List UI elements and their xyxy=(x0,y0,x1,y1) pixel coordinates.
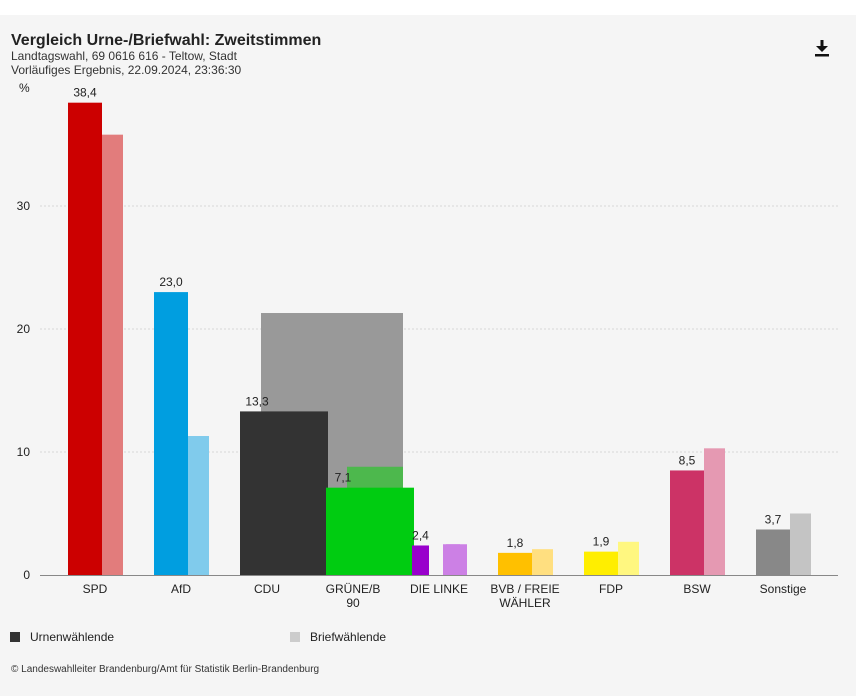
bar-brief xyxy=(102,134,123,575)
chart-subtitle-election: Landtagswahl, 69 0616 616 - Teltow, Stad… xyxy=(11,49,237,63)
y-tick-label: 10 xyxy=(17,445,31,459)
bar-urne xyxy=(756,529,790,575)
bar-brief xyxy=(704,448,725,575)
data-label: 8,5 xyxy=(679,453,696,467)
x-tick-label: BSW xyxy=(683,582,711,596)
data-label: 7,1 xyxy=(335,471,352,485)
download-icon xyxy=(815,40,829,57)
bar-brief-detail xyxy=(443,544,460,575)
x-tick-label: BVB / FREIE xyxy=(490,582,559,596)
bar-brief xyxy=(532,549,553,575)
data-label: 23,0 xyxy=(159,275,183,289)
bar-brief xyxy=(618,541,639,575)
source-note: © Landeswahlleiter Brandenburg/Amt für S… xyxy=(11,664,320,675)
chart-subtitle-result: Vorläufiges Ergebnis, 22.09.2024, 23:36:… xyxy=(11,63,242,77)
chart-title: Vergleich Urne-/Briefwahl: Zweitstimmen xyxy=(11,32,322,49)
bar-urne xyxy=(326,487,414,575)
y-tick-label: 20 xyxy=(17,322,31,336)
y-tick-label: 0 xyxy=(23,568,30,582)
x-tick-label: Sonstige xyxy=(760,582,807,596)
bar-urne xyxy=(240,411,328,575)
x-tick-label: WÄHLER xyxy=(499,596,551,610)
data-label: 38,4 xyxy=(73,86,97,100)
bar-urne xyxy=(412,545,429,575)
chart-panel xyxy=(0,15,856,696)
legend-label-urne: Urnenwählende xyxy=(30,630,115,644)
x-tick-label: DIE LINKE xyxy=(410,582,468,596)
data-label: 13,3 xyxy=(245,394,269,408)
legend-item-urne[interactable]: Urnenwählende xyxy=(10,630,114,644)
x-tick-label: 90 xyxy=(346,596,360,610)
legend-label-brief: Briefwählende xyxy=(310,630,387,644)
legend-swatch-urne xyxy=(10,632,20,642)
legend-item-brief[interactable]: Briefwählende xyxy=(290,630,386,644)
bar-urne xyxy=(498,552,532,575)
bar-urne xyxy=(154,292,188,575)
bar-urne xyxy=(68,102,102,576)
data-label: 1,8 xyxy=(507,536,524,550)
x-tick-label: GRÜNE/B xyxy=(326,582,381,596)
x-tick-label: AfD xyxy=(171,582,191,596)
y-axis-label: % xyxy=(19,81,30,95)
x-tick-label: SPD xyxy=(83,582,108,596)
bar-brief xyxy=(188,436,209,575)
y-tick-label: 30 xyxy=(17,199,31,213)
download-button[interactable] xyxy=(810,36,834,60)
legend-swatch-brief xyxy=(290,632,300,642)
x-tick-label: CDU xyxy=(254,582,280,596)
bar-brief xyxy=(790,513,811,575)
x-tick-label: FDP xyxy=(599,582,623,596)
bar-urne xyxy=(584,551,618,575)
data-label: 1,9 xyxy=(593,535,610,549)
bar-urne xyxy=(670,470,704,575)
data-label: 2,4 xyxy=(412,528,429,542)
data-label: 3,7 xyxy=(765,512,782,526)
